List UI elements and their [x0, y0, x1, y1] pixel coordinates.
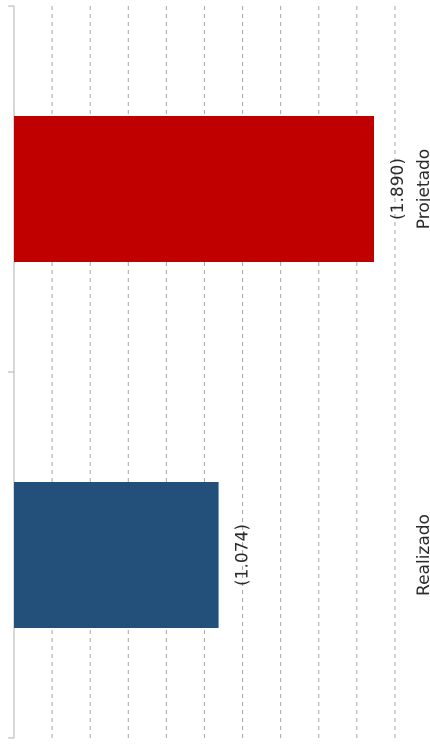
category-labels: Realizado Projetado: [414, 149, 430, 596]
data-label: (1.074): [233, 524, 253, 586]
data-labels: (1.074) (1.890): [233, 158, 408, 586]
category-label: Realizado: [414, 514, 430, 596]
bar-projetado: [14, 116, 374, 262]
gridlines: [51, 6, 396, 738]
category-axis: [8, 5, 15, 739]
bars: [14, 116, 374, 628]
category-label: Projetado: [414, 149, 430, 229]
data-label: (1.890): [388, 158, 408, 220]
bar-realizado: [14, 482, 219, 628]
